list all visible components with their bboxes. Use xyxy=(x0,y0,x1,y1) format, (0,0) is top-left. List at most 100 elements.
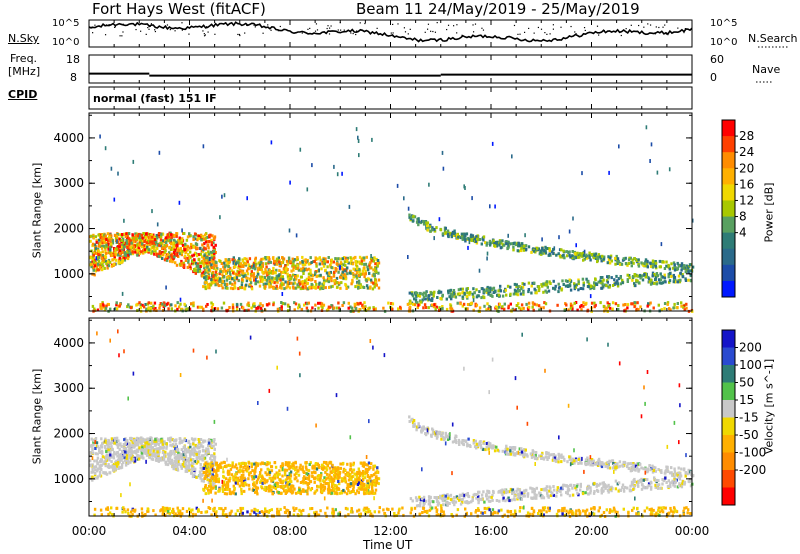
power-echo-cell xyxy=(119,305,121,308)
power-echo-cell xyxy=(183,303,185,306)
velocity-echo-cell xyxy=(200,438,202,441)
noise-search-dot xyxy=(425,32,426,33)
power-echo-cell xyxy=(297,306,299,309)
power-scatter-cell xyxy=(123,219,125,223)
power-echo-cell xyxy=(626,306,628,309)
power-echo-cell xyxy=(125,232,127,235)
power-echo-cell xyxy=(678,275,680,278)
power-echo-cell xyxy=(655,265,657,268)
power-echo-cell xyxy=(647,305,649,308)
velocity-echo-cell xyxy=(123,443,125,446)
power-echo-cell xyxy=(417,217,419,220)
power-echo-cell xyxy=(433,228,435,231)
power-echo-cell xyxy=(363,256,365,259)
power-echo-cell xyxy=(314,271,316,274)
power-echo-cell xyxy=(282,278,284,281)
power-echo-cell xyxy=(226,279,228,282)
power-echo-cell xyxy=(672,307,674,310)
power-echo-cell xyxy=(357,302,359,305)
power-echo-cell xyxy=(425,222,427,225)
velocity-echo-cell xyxy=(104,471,106,474)
power-echo-cell xyxy=(653,282,655,285)
power-echo-cell xyxy=(107,260,109,263)
noise-search-dot xyxy=(432,31,433,32)
noise-search-dot xyxy=(391,32,392,33)
power-echo-cell xyxy=(461,291,463,294)
power-echo-cell xyxy=(596,256,598,259)
power-echo-cell xyxy=(150,302,152,305)
power-echo-cell xyxy=(148,301,150,304)
noise-search-dot xyxy=(148,29,149,30)
power-echo-cell xyxy=(173,251,175,254)
power-echo-cell xyxy=(277,308,279,311)
power-scatter-cell xyxy=(221,195,223,199)
velocity-echo-cell xyxy=(213,441,215,444)
power-echo-cell xyxy=(647,265,649,268)
power-echo-cell xyxy=(348,302,350,305)
power-echo-cell xyxy=(131,242,133,245)
power-echo-cell xyxy=(663,307,665,310)
velocity-echo-cell xyxy=(352,488,354,491)
power-echo-cell xyxy=(567,284,569,287)
power-echo-cell xyxy=(489,287,491,290)
velocity-echo-cell xyxy=(163,440,165,443)
power-echo-cell xyxy=(350,282,352,285)
power-scatter-cell xyxy=(203,144,205,148)
power-echo-cell xyxy=(208,276,210,279)
power-echo-cell xyxy=(517,285,519,288)
power-echo-cell xyxy=(199,247,201,250)
velocity-echo-cell xyxy=(309,463,311,466)
power-echo-cell xyxy=(228,261,230,264)
power-echo-cell xyxy=(238,257,240,260)
power-echo-cell xyxy=(392,302,394,305)
velocity-echo-cell xyxy=(298,474,300,477)
power-echo-cell xyxy=(213,263,215,266)
power-echo-cell xyxy=(423,223,425,226)
power-echo-cell xyxy=(231,277,233,280)
power-echo-cell xyxy=(260,261,262,264)
noise-search-dot xyxy=(91,27,92,28)
velocity-echo-cell xyxy=(188,450,190,453)
velocity-echo-cell xyxy=(243,490,245,493)
velocity-echo-cell xyxy=(253,463,255,466)
power-echo-cell xyxy=(169,239,171,242)
power-echo-cell xyxy=(151,240,153,243)
velocity-echo-cell xyxy=(99,471,101,474)
power-echo-cell xyxy=(183,248,185,251)
power-echo-cell xyxy=(359,256,361,259)
power-echo-cell xyxy=(448,295,450,298)
power-echo-cell xyxy=(243,287,245,290)
power-echo-cell xyxy=(290,277,292,280)
power-echo-cell xyxy=(611,308,613,311)
velocity-echo-cell xyxy=(245,462,247,465)
noise-search-dot xyxy=(481,28,482,29)
power-echo-cell xyxy=(387,302,389,305)
velocity-echo-cell xyxy=(197,446,199,449)
noise-search-dot xyxy=(280,26,281,27)
power-echo-cell xyxy=(649,262,651,265)
power-echo-cell xyxy=(308,286,310,289)
power-echo-cell xyxy=(366,256,368,259)
power-scatter-cell xyxy=(181,228,183,232)
power-echo-cell xyxy=(346,260,348,263)
velocity-echo-cell xyxy=(186,470,188,473)
velocity-echo-cell xyxy=(92,451,94,454)
velocity-echo-cell xyxy=(274,461,276,464)
power-echo-cell xyxy=(486,242,488,245)
power-scatter-cell xyxy=(469,240,471,244)
power-echo-cell xyxy=(212,275,214,278)
power-echo-cell xyxy=(541,252,543,255)
power-echo-cell xyxy=(181,238,183,241)
noise-search-dot xyxy=(350,32,351,33)
power-echo-cell xyxy=(536,303,538,306)
power-echo-cell xyxy=(623,257,625,260)
velocity-echo-cell xyxy=(363,492,365,495)
power-echo-cell xyxy=(621,263,623,266)
power-echo-cell xyxy=(202,285,204,288)
power-echo-cell xyxy=(320,267,322,270)
power-echo-cell xyxy=(568,250,570,253)
noise-search-dot xyxy=(446,29,447,30)
velocity-echo-cell xyxy=(108,459,110,462)
noise-search-dot xyxy=(664,24,665,25)
velocity-echo-cell xyxy=(105,440,107,443)
